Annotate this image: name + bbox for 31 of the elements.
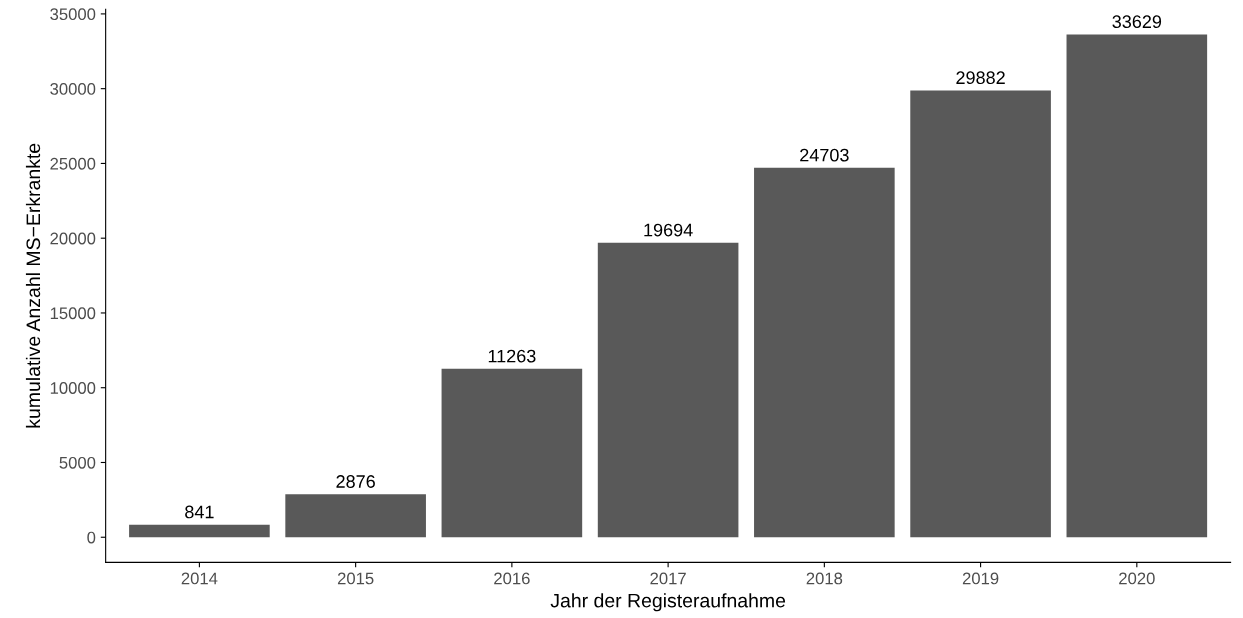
data-label: 11263 — [488, 349, 536, 363]
data-label: 29882 — [956, 71, 1005, 85]
y-axis-title: kumulative Anzahl MS−Erkrankte — [25, 143, 41, 428]
x-axis-title: Jahr der Registeraufnahme — [550, 593, 786, 612]
bar — [285, 494, 426, 538]
bar — [597, 242, 739, 538]
x-tick-label: 2017 — [650, 572, 686, 585]
bar — [441, 368, 583, 538]
y-tick-label: 15000 — [50, 307, 96, 320]
x-tick-label: 2019 — [962, 572, 999, 585]
y-tick-label: 25000 — [50, 157, 96, 170]
y-tick-label: 0 — [87, 531, 96, 544]
bar — [910, 90, 1051, 538]
bar — [754, 167, 895, 538]
bar — [1066, 34, 1208, 538]
y-tick-label: 10000 — [50, 382, 96, 394]
x-tick-label: 2018 — [806, 572, 843, 585]
y-tick-label: 20000 — [50, 232, 96, 245]
x-tick-label: 2015 — [337, 572, 374, 585]
bar — [129, 524, 270, 538]
data-label: 24703 — [800, 148, 849, 162]
x-tick-label: 2014 — [181, 572, 218, 585]
data-label: 841 — [185, 505, 214, 519]
x-tick-label: 2016 — [494, 572, 530, 585]
y-tick-label: 30000 — [50, 83, 96, 95]
y-tick-label: 5000 — [59, 456, 96, 469]
data-label: 2876 — [336, 475, 375, 488]
data-label: 33629 — [1112, 15, 1162, 29]
y-tick-label: 35000 — [50, 8, 96, 21]
data-label: 19694 — [644, 223, 693, 237]
x-tick-label: 2020 — [1119, 572, 1155, 585]
